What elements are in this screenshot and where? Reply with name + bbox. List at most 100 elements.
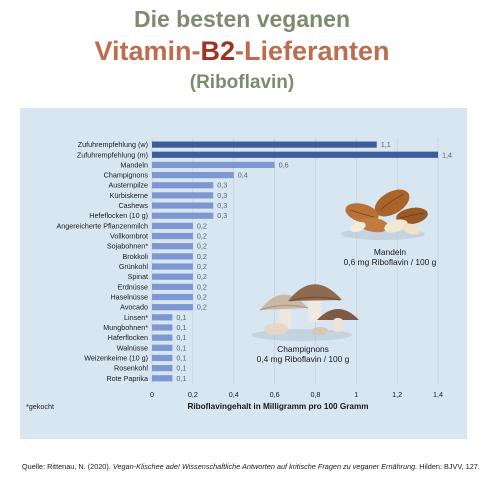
source-suffix: Hilden: BJVV, 127. [417,462,480,471]
value-label: 0,4 [238,171,248,180]
category-label: Cashews [118,201,148,210]
source-title: Vegan-Klischee ade! Wissenschaftliche An… [112,462,418,471]
bar [152,243,193,250]
category-label: Haferflocken [108,333,148,342]
value-label: 0,3 [217,201,227,210]
category-label: Erdnüsse [118,282,148,291]
value-label: 0,2 [197,282,207,291]
value-label: 0,1 [176,353,186,362]
category-label: Angereicherte Pflanzenmilch [57,221,149,230]
value-label: 0,2 [197,221,207,230]
mushrooms-caption-value: 0,4 mg Riboflavin / 100 g [257,354,350,364]
title-line-2: Vitamin-B2-Lieferanten [0,36,484,67]
title-line-1: Die besten veganen [133,6,351,32]
category-label: Mandeln [120,160,148,169]
x-tick-label: 1,2 [392,390,402,399]
bar [152,212,214,219]
value-label: 0,1 [176,323,186,332]
title-prefix: Vitamin- [94,36,201,66]
category-label: Rote Paprika [106,374,148,383]
category-label: Zufuhrempfehlung (m) [77,150,148,159]
value-label: 0,2 [197,232,207,241]
bar [152,171,234,179]
category-label: Rosenkohl [114,364,148,373]
grid [151,138,439,384]
value-label: 0,6 [279,160,289,169]
bar [152,192,214,199]
value-label: 0,1 [176,313,186,322]
value-label: 1,1 [381,140,391,149]
category-label: Sojabohnen* [107,242,148,251]
bar [152,151,439,158]
value-label: 0,3 [217,191,227,200]
category-label: Zufuhrempfehlung (w) [78,140,148,149]
bar [152,365,173,372]
footnote: *gekocht [26,402,54,411]
bar [152,202,214,209]
value-labels: 1,11,40,60,40,30,30,30,30,20,20,20,20,20… [176,140,452,383]
bar [152,334,173,341]
bar [152,375,173,382]
x-axis-label: Riboflavingehalt in Milligramm pro 100 G… [187,402,368,411]
mushrooms-caption-name: Champignons [277,344,329,354]
x-ticks: 0 0,2 0,4 0,6 0,8 1 1,2 1,4 [150,390,443,399]
almonds-icon [341,189,428,240]
value-label: 0,3 [217,211,227,220]
source-prefix: Quelle: Rittenau, N. (2020). [22,462,113,471]
almonds-caption-value: 0,6 mg Riboflavin / 100 g [344,257,437,267]
value-label: 0,1 [176,364,186,373]
bar [152,273,193,280]
bar [152,141,377,148]
value-label: 0,1 [176,333,186,342]
mushrooms-icon [252,284,359,341]
bar [152,253,193,260]
category-label: Linsen* [124,313,148,322]
category-label: Weizenkeime (10 g) [84,353,148,362]
category-label: Mungbohnen* [103,323,148,332]
x-tick-label: 0,8 [310,390,320,399]
x-tick-label: 0 [150,390,154,399]
category-label: Avocado [120,303,148,312]
category-label: Austernpilze [108,181,148,190]
x-tick-label: 0,2 [188,390,198,399]
value-label: 0,2 [197,262,207,271]
bar [152,232,193,240]
bar-chart: Zufuhrempfehlung (w)Zufuhrempfehlung (m)… [26,138,452,411]
chart-panel: Zufuhrempfehlung (w) Zufuhrempfehlung (m)… [20,108,467,439]
category-label: Spinat [128,272,148,281]
bar [152,283,193,290]
bar [152,161,275,169]
category-label: Champignons [104,171,149,180]
value-label: 0,1 [176,343,186,352]
category-label: Grünkohl [119,262,149,271]
value-label: 0,1 [176,374,186,383]
x-tick-label: 0,4 [229,390,239,399]
almonds-caption-name: Mandeln [374,247,406,257]
bar [152,293,193,301]
category-label: Vollkornbrot [110,232,148,241]
category-label: Brokkoli [122,252,148,261]
category-labels: Zufuhrempfehlung (w)Zufuhrempfehlung (m)… [57,140,149,383]
bar [152,314,173,321]
bar [152,182,214,189]
value-label: 0,2 [197,242,207,251]
value-label: 0,2 [197,272,207,281]
source-citation: Quelle: Rittenau, N. (2020). Vegan-Klisc… [22,462,480,471]
title-line-3: (Riboflavin) [189,72,295,93]
x-tick-label: 1 [354,390,358,399]
bars [152,141,439,382]
bar [152,304,193,311]
bar [152,222,193,229]
category-label: Walnüsse [117,343,148,352]
value-label: 0,3 [217,181,227,190]
bar [152,344,173,351]
category-label: Haselnüsse [110,293,148,302]
bar [152,354,173,362]
x-tick-label: 0,6 [270,390,280,399]
category-label: Hefeflocken (10 g) [89,211,148,220]
title-b2: B2 [200,36,235,66]
value-label: 0,2 [197,252,207,261]
value-label: 1,4 [442,150,452,159]
category-label: Kürbiskerne [110,191,148,200]
value-label: 0,2 [197,303,207,312]
